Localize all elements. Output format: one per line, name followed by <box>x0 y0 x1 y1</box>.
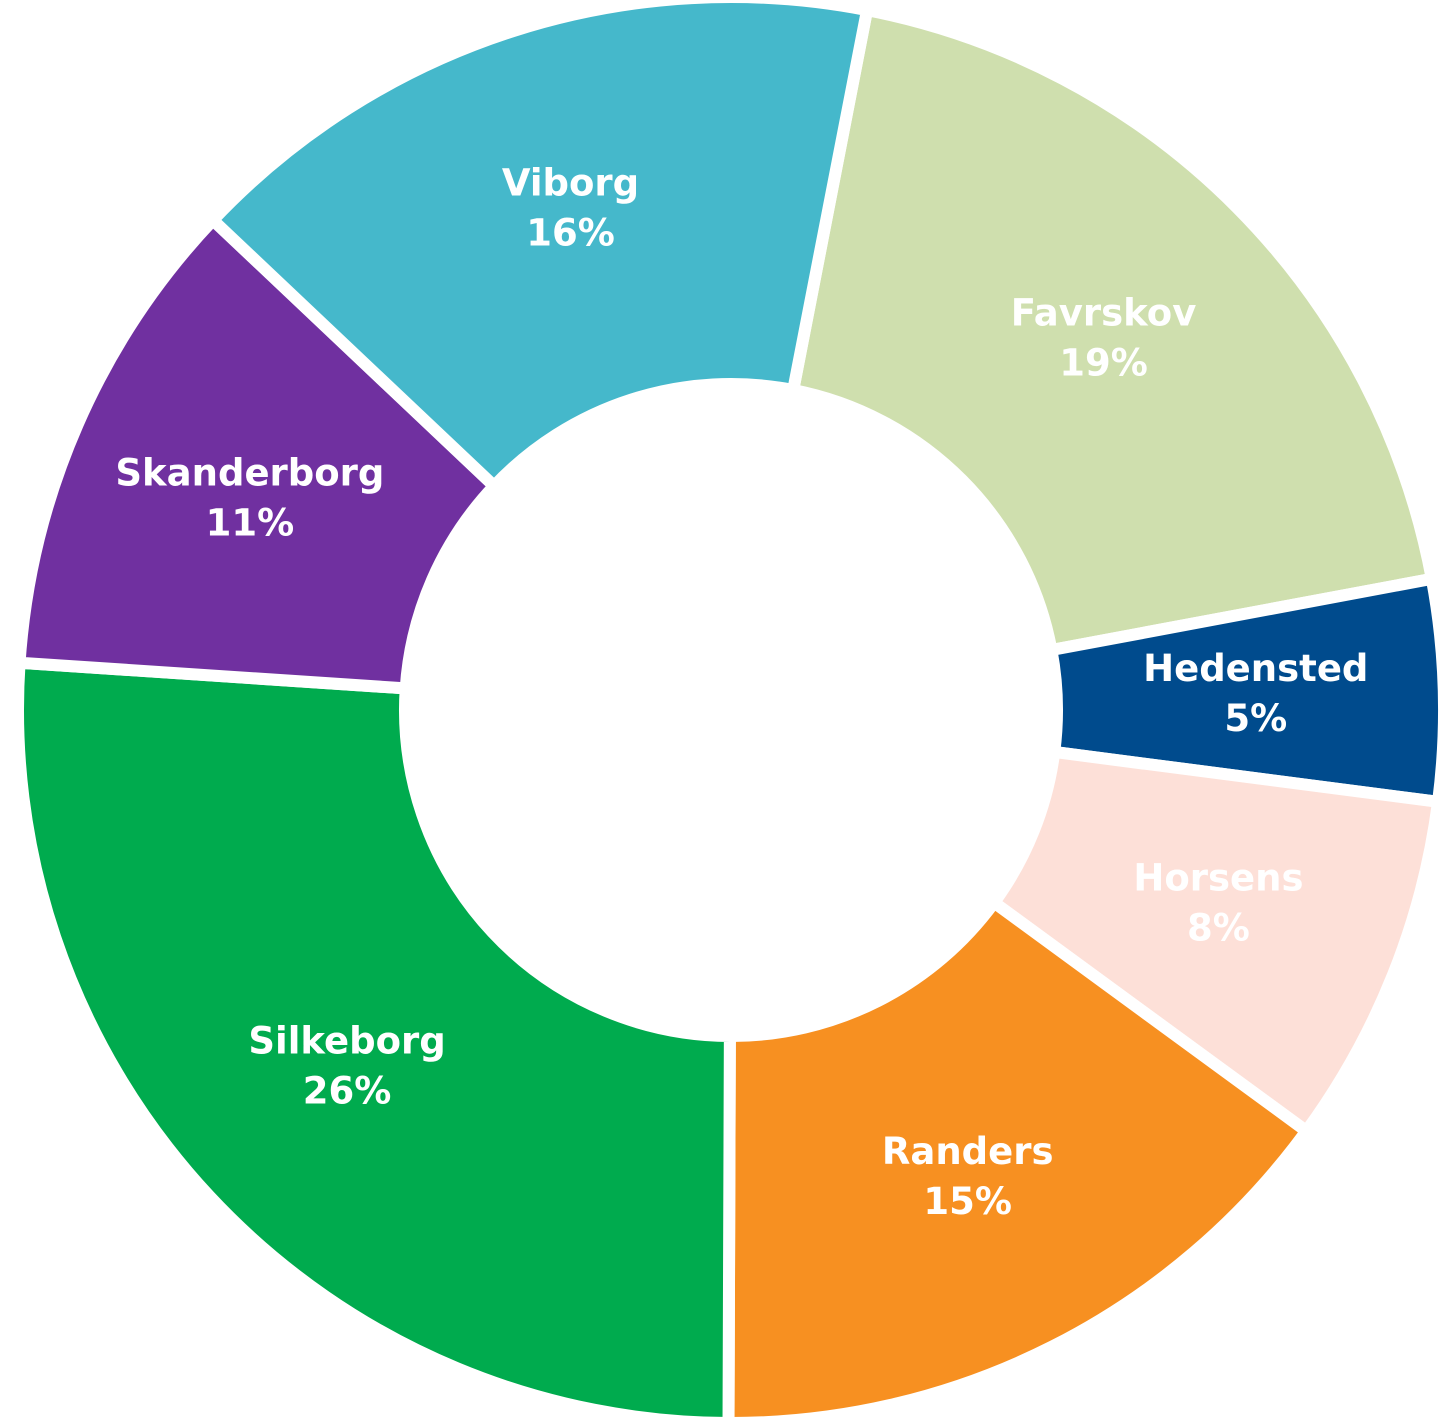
slice-label: Skanderborg <box>115 451 384 494</box>
slice-label: Hedensted <box>1143 647 1368 690</box>
slice-label: Horsens <box>1133 856 1303 899</box>
donut-slice <box>13 211 503 695</box>
slice-label: Silkeborg <box>248 1020 445 1063</box>
slice-label: Viborg <box>502 162 639 205</box>
slice-value-label: 15% <box>923 1180 1012 1223</box>
slice-value-label: 26% <box>303 1070 392 1113</box>
slice-value-label: 19% <box>1059 342 1148 385</box>
slice-value-label: 11% <box>206 501 295 544</box>
donut-slice <box>204 0 875 495</box>
slice-value-label: 8% <box>1187 906 1250 949</box>
slice-label: Randers <box>882 1130 1054 1173</box>
slice-label: Favrskov <box>1011 292 1197 335</box>
slice-value-label: 5% <box>1224 697 1287 740</box>
donut-slice <box>722 894 1315 1425</box>
donut-slice <box>12 656 736 1425</box>
slice-value-label: 16% <box>526 212 615 255</box>
donut-slice <box>985 745 1445 1140</box>
donut-slice <box>786 3 1439 658</box>
